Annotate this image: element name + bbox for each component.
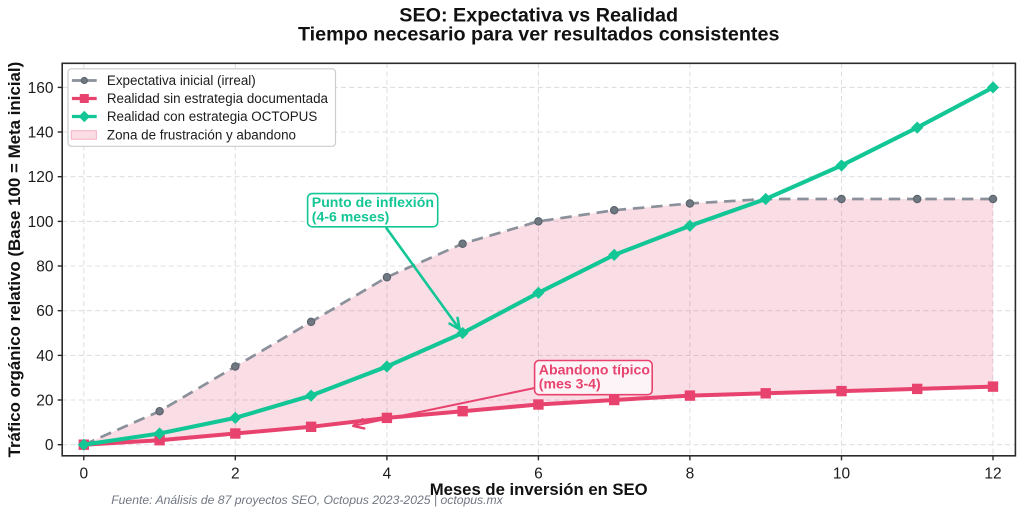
svg-text:Fuente: Análisis de 87 proyect: Fuente: Análisis de 87 proyectos SEO, Oc… bbox=[111, 493, 503, 507]
svg-text:140: 140 bbox=[28, 125, 54, 142]
svg-text:120: 120 bbox=[28, 169, 54, 186]
svg-text:40: 40 bbox=[36, 348, 54, 365]
svg-text:(4-6 meses): (4-6 meses) bbox=[312, 208, 390, 224]
svg-text:Zona de frustración y abandono: Zona de frustración y abandono bbox=[107, 128, 296, 143]
svg-text:Tráfico orgánico relativo (Bas: Tráfico orgánico relativo (Base 100 = Me… bbox=[5, 62, 24, 458]
svg-text:20: 20 bbox=[36, 393, 54, 410]
svg-text:80: 80 bbox=[36, 259, 54, 276]
svg-text:Expectativa inicial (irreal): Expectativa inicial (irreal) bbox=[107, 73, 256, 88]
svg-text:SEO: Expectativa vs Realidad: SEO: Expectativa vs Realidad bbox=[399, 5, 678, 27]
svg-text:Meses de inversión en SEO: Meses de inversión en SEO bbox=[430, 480, 648, 499]
svg-text:100: 100 bbox=[28, 214, 54, 231]
svg-text:Realidad sin estrategia docume: Realidad sin estrategia documentada bbox=[107, 91, 329, 106]
svg-text:160: 160 bbox=[28, 80, 54, 97]
svg-text:12: 12 bbox=[984, 466, 1001, 483]
svg-text:Abandono típico: Abandono típico bbox=[539, 361, 651, 377]
svg-text:6: 6 bbox=[534, 466, 543, 483]
svg-text:10: 10 bbox=[833, 466, 851, 483]
svg-text:Realidad con estrategia OCTOPU: Realidad con estrategia OCTOPUS bbox=[107, 109, 317, 124]
svg-text:Tiempo necesario para ver resu: Tiempo necesario para ver resultados con… bbox=[298, 24, 780, 46]
svg-text:0: 0 bbox=[45, 437, 54, 454]
svg-text:0: 0 bbox=[79, 466, 88, 483]
svg-text:8: 8 bbox=[686, 466, 695, 483]
svg-text:4: 4 bbox=[383, 466, 392, 483]
svg-text:Punto de inflexión: Punto de inflexión bbox=[312, 194, 434, 210]
svg-text:(mes 3-4): (mes 3-4) bbox=[539, 376, 601, 392]
svg-text:60: 60 bbox=[36, 303, 54, 320]
svg-text:2: 2 bbox=[231, 466, 240, 483]
